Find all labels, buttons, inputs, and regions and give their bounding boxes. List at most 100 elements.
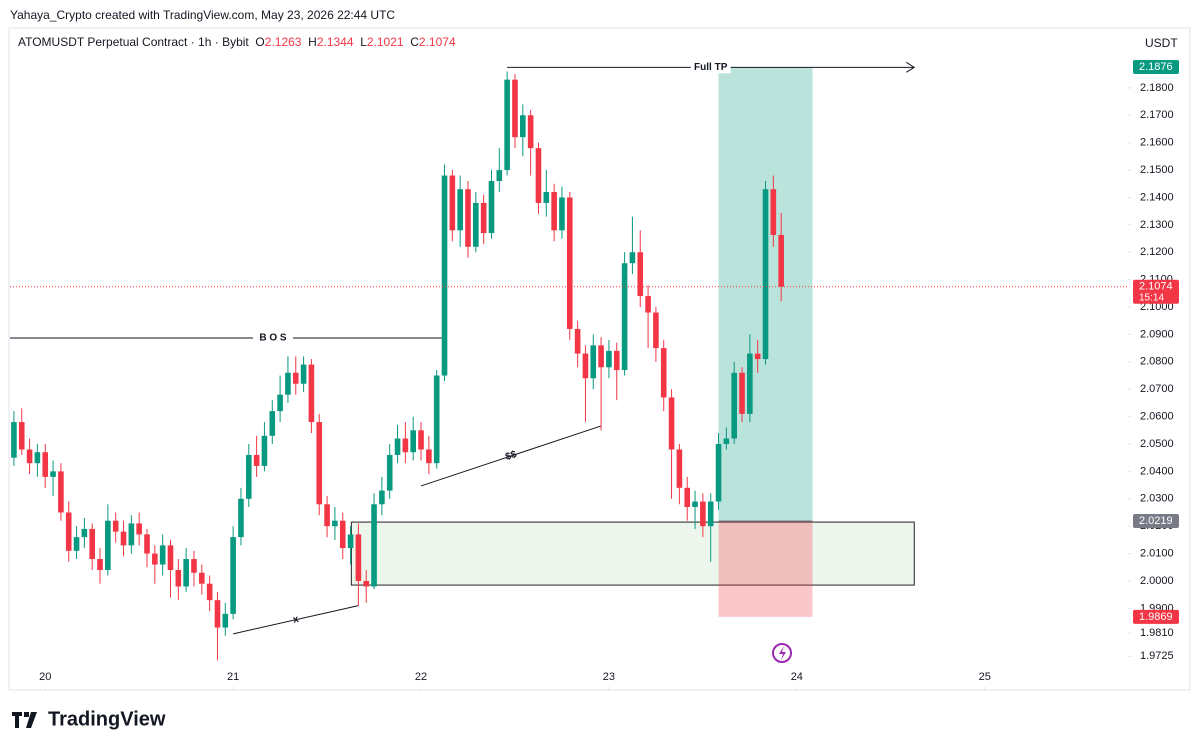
x-tick-label: 21 [227, 671, 239, 683]
candle-body [770, 189, 777, 235]
candle-body [292, 372, 299, 384]
credit: Yahaya_Crypto created with TradingView.c… [10, 8, 396, 22]
legend: ATOMUSDT Perpetual Contract · 1h · Bybit… [18, 35, 456, 49]
y-tick-label: 1.9810 [1140, 627, 1174, 639]
candle-body [700, 501, 706, 527]
symbol: ATOMUSDT Perpetual Contract · 1h · Bybit [18, 35, 249, 49]
annotation-label: Full TP [694, 62, 728, 73]
candle-body [371, 504, 377, 587]
y-tick-label: 2.1000 [1140, 301, 1174, 313]
candle-body [308, 364, 315, 423]
candle-body [324, 504, 330, 527]
x-tick-label: 24 [791, 671, 803, 683]
candle-body [668, 397, 675, 450]
stop-label-bg [1133, 609, 1179, 624]
candle-body [754, 353, 761, 360]
candle-body [386, 454, 393, 491]
stop-area [718, 520, 813, 617]
y-tick-label: 2.0800 [1140, 356, 1174, 368]
candle-body [598, 345, 604, 368]
candle-body [81, 528, 88, 538]
candle-body [715, 443, 722, 502]
candle-body [707, 501, 714, 527]
candle-body [379, 490, 385, 505]
candle-body [473, 202, 479, 247]
candle-body [606, 350, 612, 368]
candle-body [238, 498, 244, 538]
countdown: 15:14 [1139, 292, 1164, 303]
candle-body [762, 189, 769, 360]
candle-body [316, 422, 323, 505]
candle-body [692, 501, 698, 508]
candle-body [582, 353, 589, 379]
plot-frame [8, 27, 1191, 691]
x-tick-label: 22 [415, 671, 427, 683]
candle-body [269, 411, 276, 436]
candle-body [73, 537, 80, 551]
candle-body [621, 263, 628, 371]
candle-body [543, 191, 550, 203]
annotation-label: x [292, 614, 300, 626]
candle-body [136, 523, 142, 535]
y-tick-label: 2.0500 [1140, 438, 1174, 450]
candle-body [167, 545, 174, 571]
y-tick-label: 2.1400 [1140, 191, 1174, 203]
target-label: 2.1876 [1139, 61, 1173, 73]
y-tick-label: 2.1800 [1140, 82, 1174, 94]
candle-body [363, 580, 370, 587]
y-tick-label: 2.1200 [1140, 246, 1174, 258]
candle-body [339, 520, 346, 549]
x-tick-label: 20 [39, 671, 51, 683]
candle-body [449, 175, 456, 231]
x-tick-label: 23 [603, 671, 615, 683]
candle-body [660, 348, 667, 398]
stop-label: 1.9869 [1139, 611, 1173, 623]
y-tick-label: 2.0700 [1140, 383, 1174, 395]
y-tick-label: 2.1700 [1140, 109, 1174, 121]
candle-body [637, 252, 644, 297]
last-price-label: 2.1074 [1139, 281, 1173, 293]
ohlc-label: L [360, 35, 367, 49]
candle-body [285, 372, 291, 395]
entry-label: 2.0219 [1139, 515, 1173, 527]
candle-body [11, 422, 17, 458]
candle-body [504, 79, 510, 171]
y-tick-label: 2.1500 [1140, 164, 1174, 176]
logo-icon [12, 712, 37, 728]
annotation-label: B O S [259, 333, 287, 344]
candle-body [58, 471, 64, 513]
candle-body [723, 438, 730, 444]
candle-body [347, 534, 354, 549]
candle-body [465, 189, 471, 247]
ohlc-label: O [255, 35, 265, 49]
candle-body [394, 438, 401, 455]
candle-body [731, 372, 737, 439]
annotation-label: $$ [504, 449, 518, 463]
candle-body [426, 449, 432, 464]
candle-body [653, 312, 659, 349]
y-tick-label: 2.1300 [1140, 219, 1174, 231]
ohlc-value: 2.1344 [316, 35, 354, 49]
candle-body [496, 170, 503, 182]
candle-body [191, 559, 197, 573]
last-price-label-bg [1133, 279, 1179, 304]
candle-body [441, 175, 448, 376]
candle-body [410, 430, 417, 453]
candle-body [199, 572, 205, 584]
candle-body [676, 449, 683, 488]
candle-body [175, 570, 182, 587]
y-tick-label: 1.9725 [1140, 650, 1174, 662]
candle-body [747, 353, 753, 414]
currency: USDT [1145, 36, 1178, 50]
candle-body [480, 202, 487, 234]
candle-body [245, 454, 252, 499]
candle-body [26, 449, 33, 464]
ohlc-value: 2.1263 [264, 35, 302, 49]
candle-body [535, 148, 542, 203]
annotation-line [233, 605, 359, 635]
logo: TradingView [12, 708, 166, 730]
ohlc-value: 2.1021 [366, 35, 404, 49]
annotation-line [420, 425, 602, 487]
brand: TradingView [48, 708, 166, 730]
